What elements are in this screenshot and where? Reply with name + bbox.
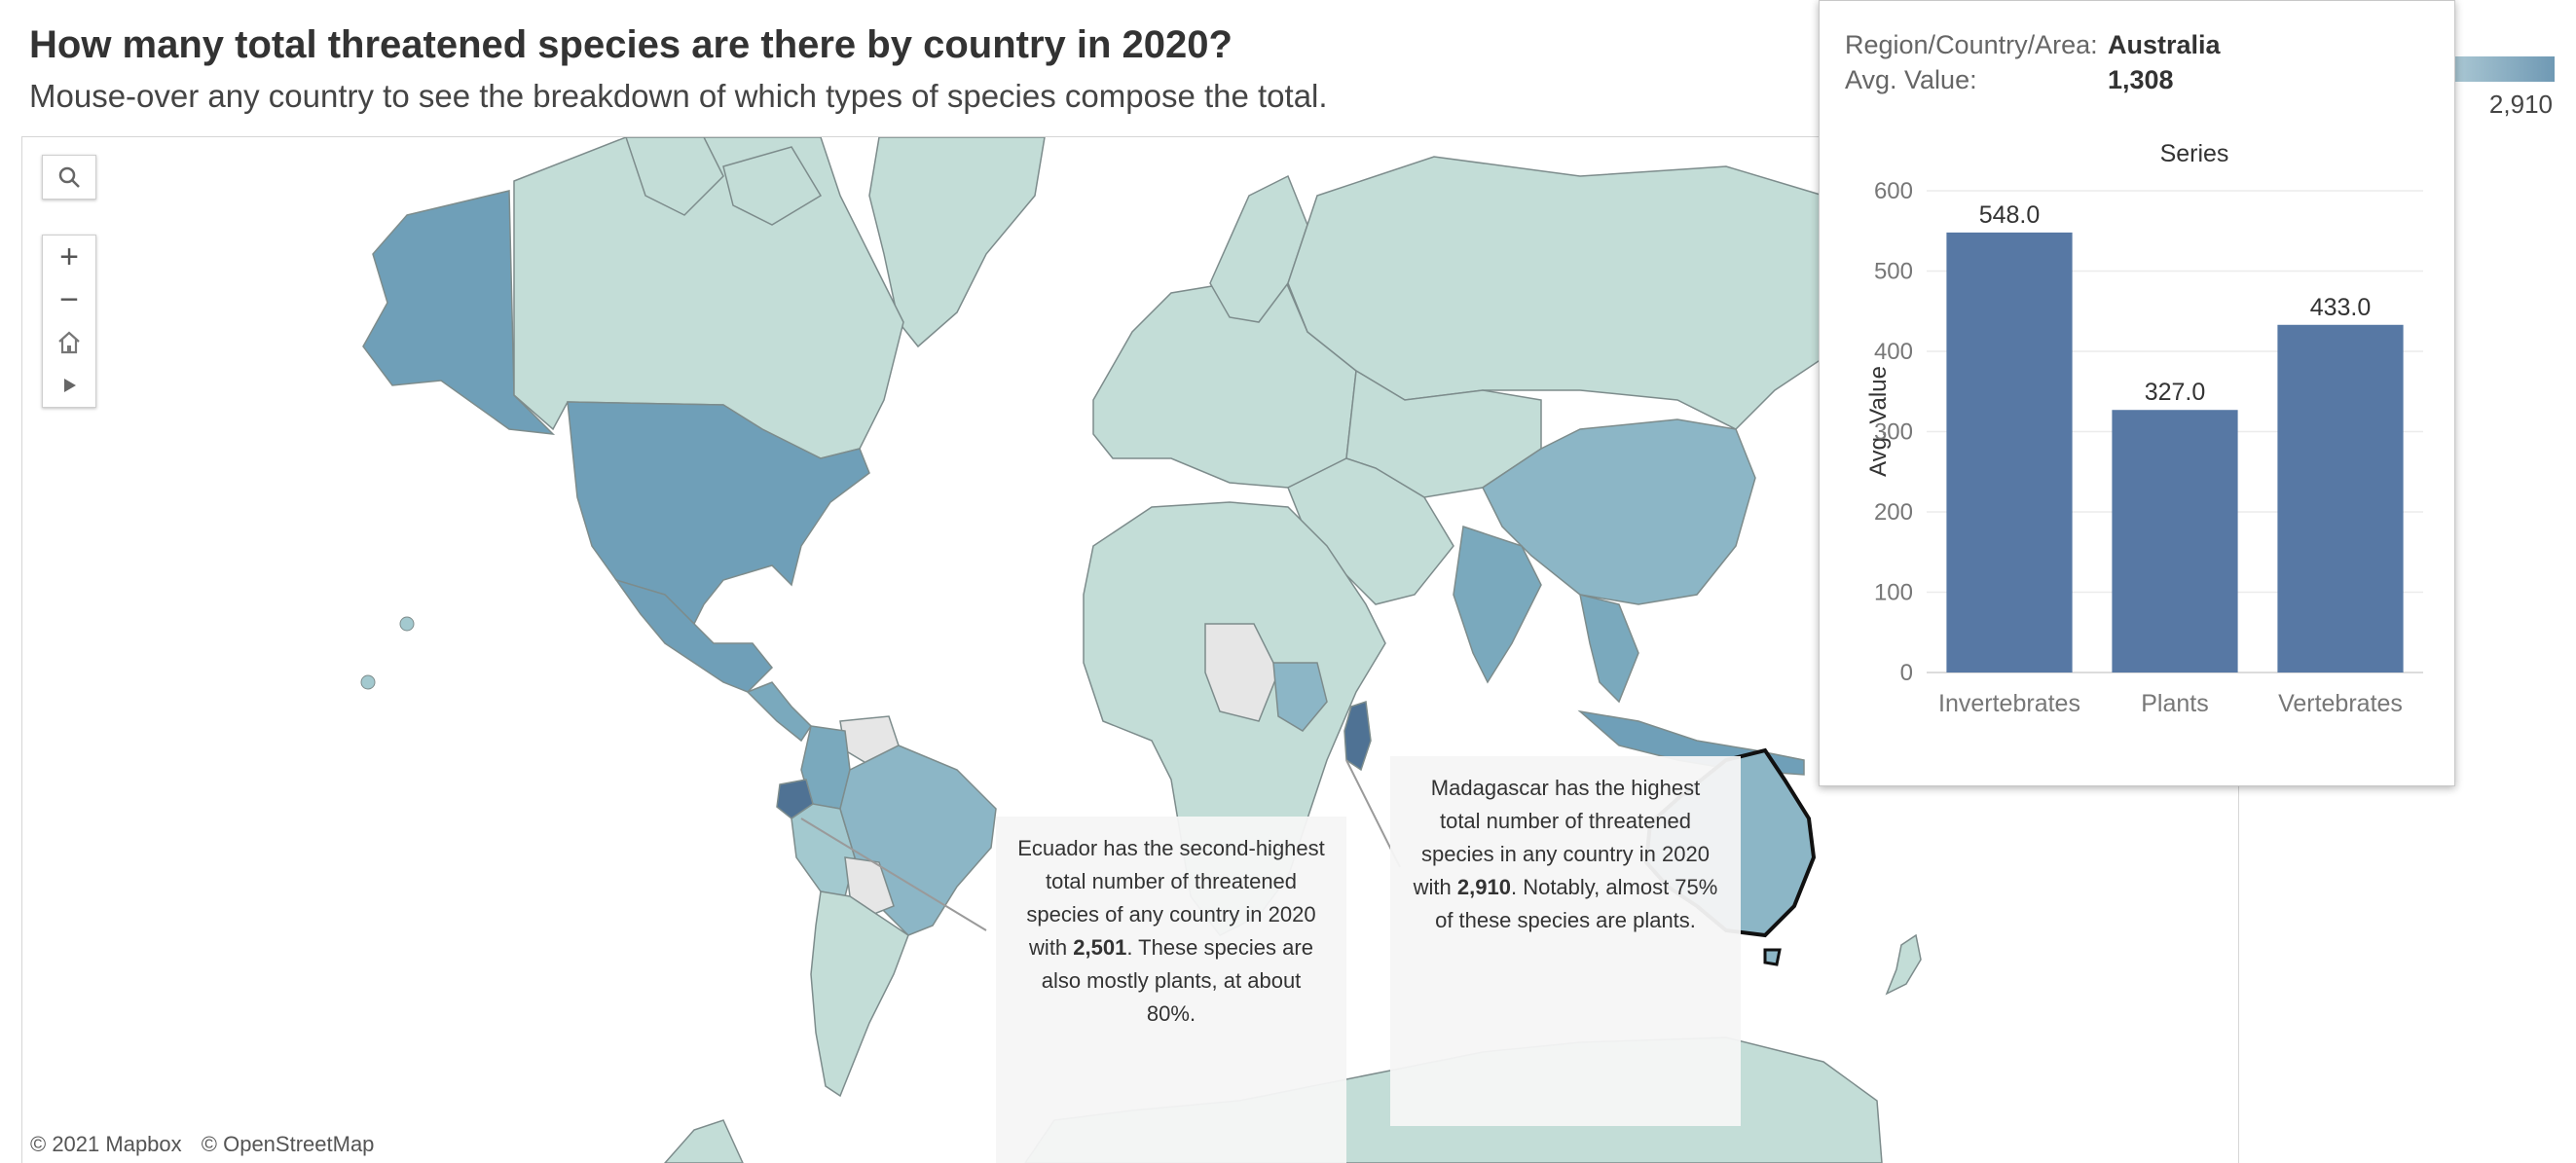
ecuador-annotation-value: 2,501 <box>1073 935 1127 960</box>
country-new-zealand[interactable] <box>1885 933 1922 996</box>
play-icon[interactable] <box>43 364 95 407</box>
tooltip-region-row: Region/Country/Area: Australia <box>1845 30 2221 60</box>
ecuador-annotation-text: Ecuador has the second-highest total num… <box>1017 836 1325 960</box>
tooltip-avg-row: Avg. Value: 1,308 <box>1845 65 2174 95</box>
southeast-asia[interactable] <box>1579 593 1639 704</box>
ecuador-annotation: Ecuador has the second-highest total num… <box>996 817 1346 1163</box>
chart-y-ticks: 0 100 200 300 400 500 600 <box>1874 178 1913 686</box>
country-mexico[interactable] <box>614 578 774 693</box>
pacific-island[interactable] <box>399 616 415 632</box>
tooltip-region-value: Australia <box>2108 30 2221 59</box>
map-canvas[interactable] <box>22 137 2238 1163</box>
country-greenland[interactable] <box>868 137 1046 348</box>
pacific-island[interactable] <box>360 674 376 690</box>
tooltip-region-key: Region/Country/Area: <box>1845 30 2098 59</box>
chart-y-tick-label: 500 <box>1874 259 1913 285</box>
chart-value-labels: 548.0 327.0 433.0 <box>1979 201 2372 406</box>
chart-x-tick-label: Plants <box>2141 690 2208 717</box>
chart-value-label: 548.0 <box>1979 201 2041 229</box>
chart-y-tick-label: 300 <box>1874 419 1913 446</box>
chart-x-ticks: Invertebrates Plants Vertebrates <box>1938 690 2403 717</box>
country-argentina[interactable] <box>810 890 909 1098</box>
country-india[interactable] <box>1453 526 1542 684</box>
page-subtitle: Mouse-over any country to see the breakd… <box>29 78 1328 114</box>
map-zoom-controls: + − <box>42 235 96 408</box>
map-search-control[interactable] <box>42 155 96 200</box>
chart-y-tick-label: 200 <box>1874 499 1913 526</box>
madagascar-annotation-text-end: . Notably, almost 75% of these species a… <box>1435 875 1718 932</box>
country-usa-alaska[interactable] <box>362 190 556 435</box>
chart-x-tick-label: Invertebrates <box>1938 690 2080 717</box>
color-legend-max-label: 2,910 <box>2488 90 2553 119</box>
country-usa[interactable] <box>567 401 870 626</box>
page-title: How many total threatened species are th… <box>29 23 1233 66</box>
osm-credit[interactable]: © OpenStreetMap <box>201 1132 375 1156</box>
chart-y-axis-label: Avg. Value <box>1865 366 1892 477</box>
chart-bar-invertebrates[interactable] <box>1946 232 2073 672</box>
central-america[interactable] <box>746 681 812 743</box>
zoom-in-button[interactable]: + <box>59 237 79 275</box>
chart-bars <box>1946 232 2404 672</box>
country-madagascar[interactable] <box>1343 700 1372 772</box>
country-tanzania[interactable] <box>1272 662 1328 732</box>
chart-value-label: 433.0 <box>2310 294 2372 321</box>
chart-y-tick-label: 600 <box>1874 178 1913 204</box>
chart-bar-plants[interactable] <box>2112 410 2238 672</box>
chart-y-tick-label: 100 <box>1874 580 1913 606</box>
magnifier-icon[interactable] <box>43 156 95 199</box>
antarctic-peninsula[interactable] <box>663 1119 744 1163</box>
tooltip-avg-key: Avg. Value: <box>1845 65 1977 94</box>
chart-y-tick-label: 400 <box>1874 339 1913 365</box>
island-tasmania[interactable] <box>1763 948 1782 966</box>
tooltip-avg-value: 1,308 <box>2108 65 2174 94</box>
chart-bar-vertebrates[interactable] <box>2277 324 2404 672</box>
arctic-islands[interactable] <box>625 137 823 226</box>
chart-x-tick-label: Vertebrates <box>2278 690 2403 717</box>
country-tooltip: Region/Country/Area: Australia Avg. Value… <box>1819 0 2455 786</box>
color-legend-bar <box>2453 56 2555 82</box>
madagascar-annotation-value: 2,910 <box>1456 875 1511 899</box>
zoom-out-button[interactable]: − <box>59 280 79 318</box>
home-icon[interactable] <box>43 321 95 364</box>
chart-y-tick-label: 0 <box>1900 660 1913 686</box>
country-drc[interactable] <box>1204 623 1279 722</box>
ecuador-callout-line <box>800 818 987 931</box>
madagascar-annotation-text: Madagascar has the highest total number … <box>1413 776 1710 899</box>
ecuador-annotation-text-end: . These species are also mostly plants, … <box>1041 935 1313 1026</box>
chart-title: Series <box>2160 140 2229 167</box>
madagascar-annotation: Madagascar has the highest total number … <box>1390 756 1741 1126</box>
chart-value-label: 327.0 <box>2145 379 2206 406</box>
country-china[interactable] <box>1482 418 1756 605</box>
series-bar-chart: Series Avg. Value 0 100 200 300 400 500 600 54… <box>1865 140 2423 717</box>
map-attribution: © 2021 Mapbox © OpenStreetMap <box>30 1132 387 1157</box>
mapbox-credit[interactable]: © 2021 Mapbox <box>30 1132 182 1156</box>
